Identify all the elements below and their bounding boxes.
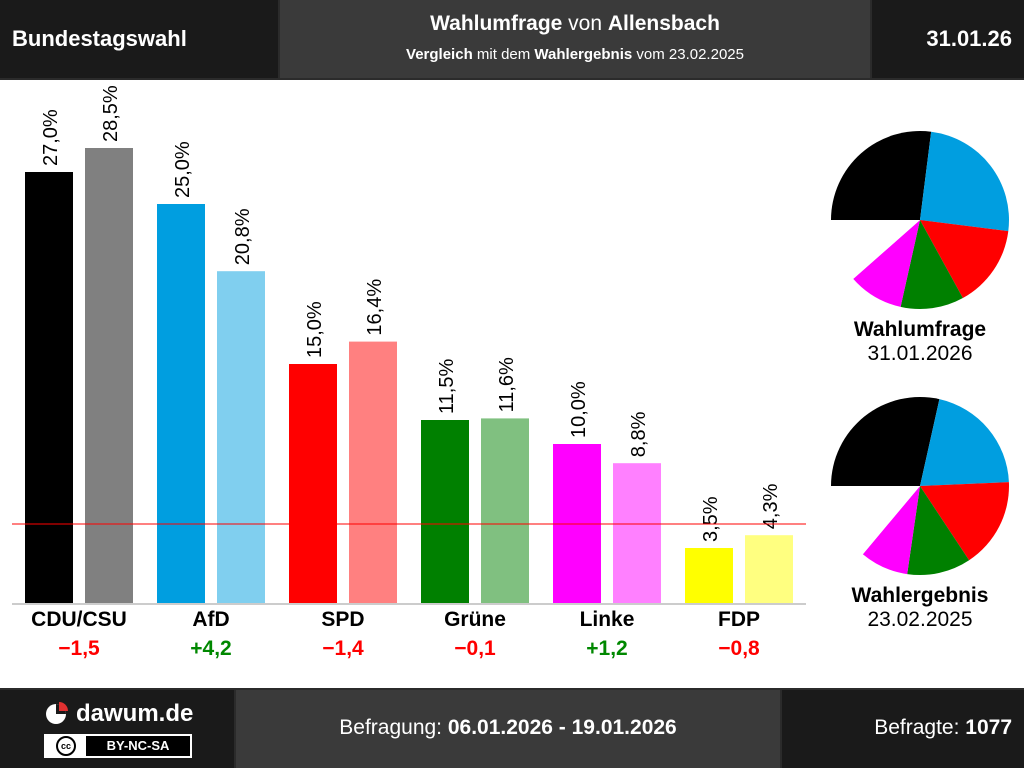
survey-label: Befragung: xyxy=(339,716,448,739)
category-label: Linke xyxy=(580,608,635,631)
header-right-panel: 31.01.26 xyxy=(872,0,1024,78)
change-label: +1,2 xyxy=(586,637,627,660)
bar-result xyxy=(613,463,661,604)
header-bar: Bundestagswahl Wahlumfrage von Allensbac… xyxy=(0,0,1024,80)
pie-chart-result xyxy=(831,397,1009,575)
pie-slice xyxy=(920,220,1009,298)
change-label: −1,5 xyxy=(58,637,100,660)
change-label: −1,4 xyxy=(322,637,364,660)
bar-value-label: 15,0% xyxy=(304,301,326,358)
bar-result xyxy=(349,341,397,604)
subtitle-part-3: Wahlergebnis xyxy=(534,46,633,63)
pie-slice xyxy=(831,397,940,486)
subtitle-part-4: vom 23.02.2025 xyxy=(632,46,744,63)
cc-icon: cc xyxy=(46,736,86,756)
cc-icon-text: cc xyxy=(56,736,76,756)
bar-value-label: 25,0% xyxy=(172,141,194,198)
bar-value-label: 3,5% xyxy=(700,496,722,542)
respondents-label: Befragte: xyxy=(874,716,966,739)
header-title-panel: Wahlumfrage von Allensbach Vergleich mit… xyxy=(280,0,870,78)
survey-period: Befragung: 06.01.2026 - 19.01.2026 xyxy=(236,716,780,740)
license-text: BY-NC-SA xyxy=(86,736,190,756)
footer-logo-panel: dawum.de cc BY-NC-SA xyxy=(0,690,234,768)
footer-survey-panel: Befragung: 06.01.2026 - 19.01.2026 xyxy=(236,690,780,768)
bar-value-label: 8,8% xyxy=(628,411,650,457)
bar-value-label: 16,4% xyxy=(364,279,386,336)
subtitle-part-1: Vergleich xyxy=(406,46,473,63)
respondents-count: 1077 xyxy=(965,716,1012,739)
title-part-1: Wahlumfrage xyxy=(430,12,563,35)
pie-slice xyxy=(831,131,932,220)
pie-slice xyxy=(831,220,920,279)
bar-value-label: 10,0% xyxy=(568,381,590,438)
category-label: SPD xyxy=(321,608,364,631)
pie-result-caption: Wahlergebnis 23.02.2025 xyxy=(818,584,1022,632)
bar-poll xyxy=(157,204,205,604)
bar-poll xyxy=(25,172,73,604)
pie-slice xyxy=(900,220,963,309)
pie-poll-title: Wahlumfrage xyxy=(853,318,987,341)
category-label: Grüne xyxy=(444,608,506,631)
pie-poll-date: 31.01.2026 xyxy=(867,342,973,365)
pie-slice xyxy=(853,220,920,307)
subtitle-part-2: mit dem xyxy=(472,46,535,63)
license-badge[interactable]: cc BY-NC-SA xyxy=(44,734,192,758)
bar-value-label: 27,0% xyxy=(40,109,62,166)
site-logo[interactable]: dawum.de xyxy=(76,700,194,727)
pie-logo-icon xyxy=(46,702,68,724)
bar-poll xyxy=(421,420,469,604)
footer-respondents-panel: Befragte: 1077 xyxy=(782,690,1024,768)
header-left-panel: Bundestagswahl xyxy=(0,0,278,78)
pie-slice xyxy=(920,131,1009,232)
category-label: FDP xyxy=(718,608,760,631)
bar-result xyxy=(745,535,793,604)
bar-chart: 27,0% 28,5% CDU/CSU −1,5 25,0% 20,8% AfD +4,2 15… xyxy=(12,85,806,660)
pie-result-title: Wahlergebnis xyxy=(851,584,989,607)
pie-chart-poll xyxy=(831,131,1009,309)
footer-bar: dawum.de cc BY-NC-SA Befragung: 06.01.20… xyxy=(0,688,1024,768)
category-label: AfD xyxy=(192,608,229,631)
bar-poll xyxy=(289,364,337,604)
change-label: +4,2 xyxy=(190,637,231,660)
pie-slice xyxy=(831,486,920,555)
bar-result xyxy=(85,148,133,604)
pie-slice xyxy=(907,486,970,575)
respondents: Befragte: 1077 xyxy=(874,716,1012,740)
pie-result-date: 23.02.2025 xyxy=(867,608,973,631)
election-type: Bundestagswahl xyxy=(12,26,187,51)
pie-slice xyxy=(920,399,1009,486)
bar-result xyxy=(481,418,529,604)
title-part-3: Allensbach xyxy=(607,12,720,35)
bar-value-label: 4,3% xyxy=(760,483,782,529)
poll-date: 31.01.26 xyxy=(926,26,1012,51)
survey-range: 06.01.2026 - 19.01.2026 xyxy=(447,716,677,739)
page-subtitle: Vergleich mit dem Wahlergebnis vom 23.02… xyxy=(280,46,870,63)
bar-value-label: 28,5% xyxy=(100,85,122,142)
bar-poll xyxy=(685,548,733,604)
change-label: −0,1 xyxy=(454,637,496,660)
pie-poll-caption: Wahlumfrage 31.01.2026 xyxy=(818,318,1022,366)
bar-result xyxy=(217,271,265,604)
bar-value-label: 20,8% xyxy=(232,208,254,265)
category-label: CDU/CSU xyxy=(31,608,127,631)
change-label: −0,8 xyxy=(718,637,760,660)
page-title: Wahlumfrage von Allensbach xyxy=(280,12,870,36)
pie-slice xyxy=(862,486,920,575)
bar-value-label: 11,6% xyxy=(496,357,518,412)
bar-value-label: 11,5% xyxy=(436,359,458,414)
pie-slice xyxy=(920,482,1009,561)
title-part-2: von xyxy=(562,12,608,35)
